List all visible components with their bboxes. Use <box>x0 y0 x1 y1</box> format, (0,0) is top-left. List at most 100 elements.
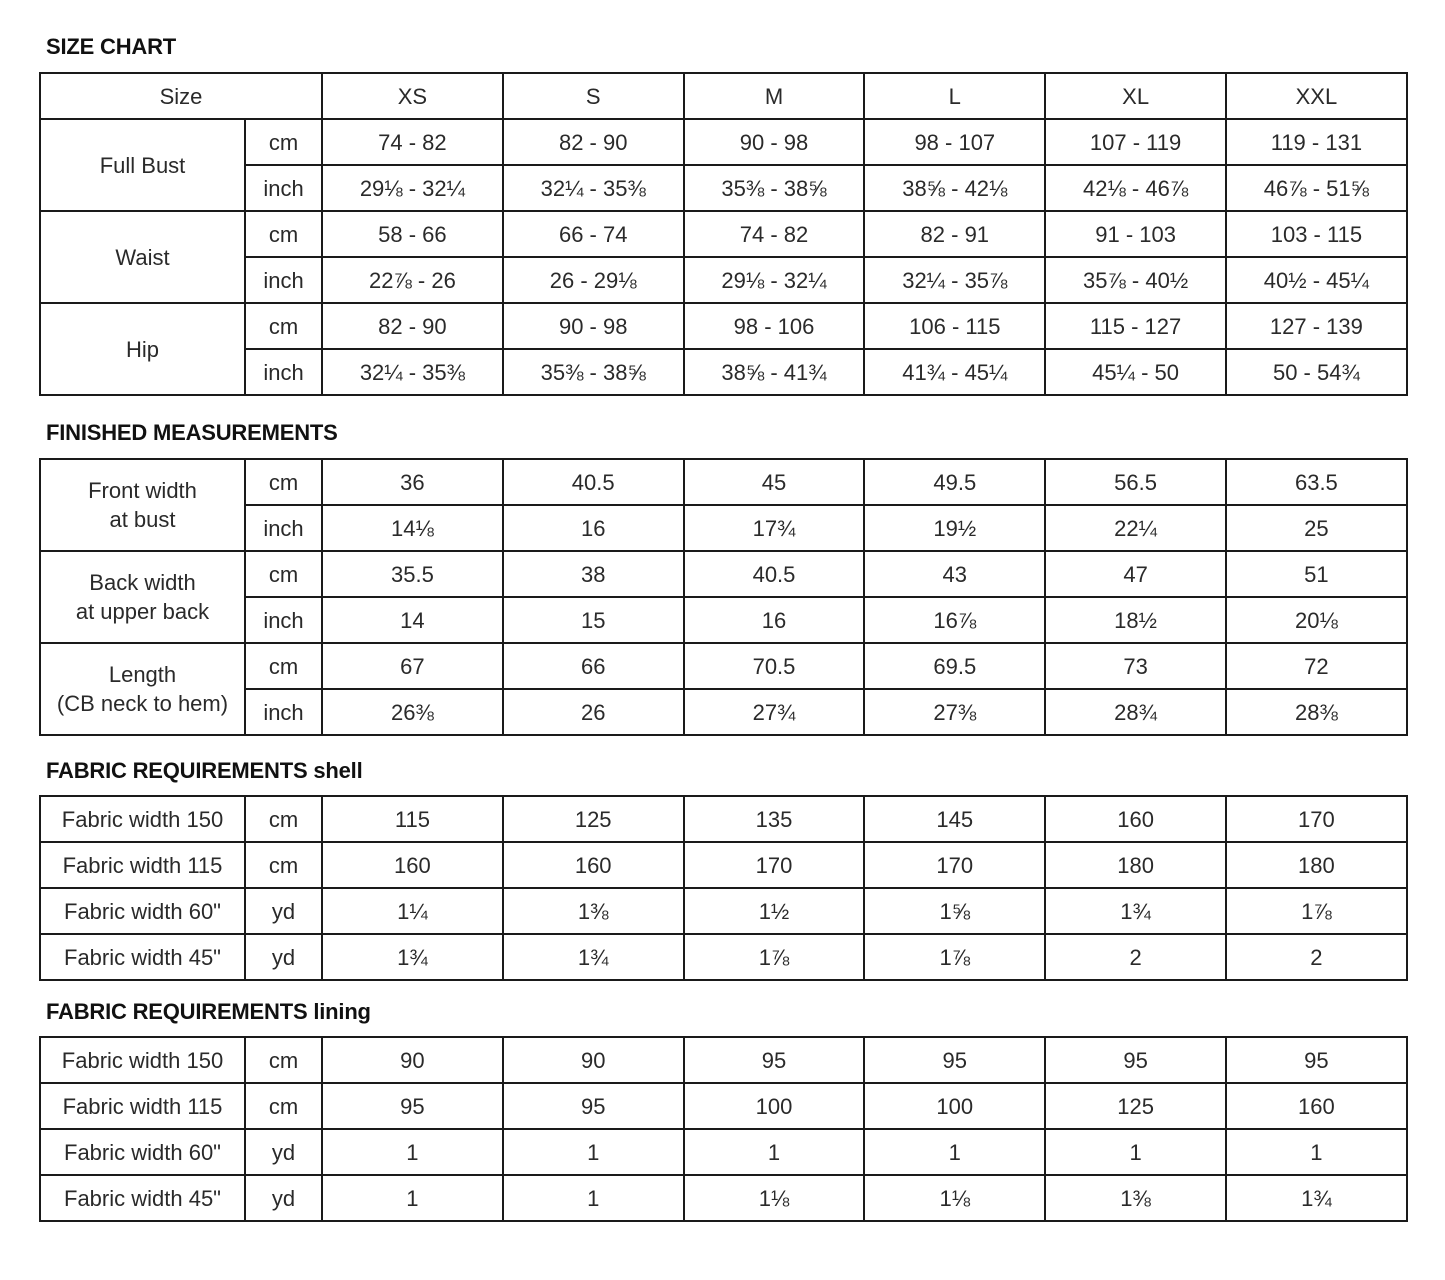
value-cell-l: 32¼ - 35⅞ <box>863 256 1047 304</box>
table-row: Fabric width 115 cm 160 160 170 170 180 180 <box>39 841 1408 889</box>
value-cell-xl: 22¼ <box>1044 504 1227 552</box>
row-label: Fabric width 115 <box>39 1082 246 1130</box>
value-cell-xxl: 103 - 115 <box>1225 210 1408 258</box>
section-title-finished-measurements: FINISHED MEASUREMENTS <box>46 420 338 445</box>
value-cell-xs: 14⅛ <box>321 504 504 552</box>
value-cell-xxl: 1 <box>1224 1128 1408 1176</box>
row-label: Hip <box>39 302 246 396</box>
value-cell-xxl: 95 <box>1224 1036 1408 1084</box>
fabric-requirements-lining-table: Fabric width 150 cm 90 90 95 95 95 95 Fabric wid… <box>39 1036 1408 1222</box>
value-cell-m: 170 <box>682 841 866 889</box>
section-title-size-chart: SIZE CHART <box>46 34 177 59</box>
table-row: inch 29⅛ - 32¼ 32¼ - 35⅜ 35⅜ - 38⅝ 38⅝ - 42⅛… <box>40 164 1408 212</box>
value-cell-s: 66 - 74 <box>501 210 685 258</box>
value-cell-m: 27¾ <box>682 688 866 736</box>
value-cell-s: 125 <box>501 795 685 843</box>
unit-cell: cm <box>244 1082 323 1130</box>
table-row: inch 14⅛ 16 17¾ 19½ 22¼ 25 <box>40 504 1408 552</box>
value-cell-xs: 95 <box>321 1082 504 1130</box>
finished-measurements-table: Front width at bust cm 36 40.5 45 49.5 56.5 63.… <box>39 458 1408 736</box>
value-cell-xxl: 28⅜ <box>1224 688 1408 736</box>
value-cell-xl: 160 <box>1044 795 1227 843</box>
value-cell-xl: 2 <box>1044 933 1227 981</box>
table-row: Hip cm 82 - 90 90 - 98 98 - 106 106 - 115 115 … <box>39 302 1408 396</box>
value-cell-xl: 28¾ <box>1044 688 1227 736</box>
value-cell-l: 82 - 91 <box>863 210 1047 258</box>
value-cell-l: 98 - 107 <box>863 118 1047 166</box>
unit-cell: yd <box>244 933 323 981</box>
value-cell-xl: 1¾ <box>1044 887 1227 935</box>
value-cell-xxl: 119 - 131 <box>1225 118 1408 166</box>
value-cell-l: 106 - 115 <box>863 302 1047 350</box>
value-cell-l: 49.5 <box>863 458 1047 506</box>
value-cell-xxl: 50 - 54¾ <box>1225 348 1408 396</box>
table-row: Fabric width 150 cm 90 90 95 95 95 95 <box>39 1036 1408 1084</box>
value-cell-xxl: 1¾ <box>1224 1174 1408 1222</box>
size-header-xl: XL <box>1044 72 1227 120</box>
value-cell-xs: 90 <box>321 1036 504 1084</box>
value-cell-l: 95 <box>863 1036 1047 1084</box>
value-cell-xxl: 25 <box>1224 504 1408 552</box>
value-cell-l: 100 <box>863 1082 1047 1130</box>
value-cell-m: 17¾ <box>682 504 866 552</box>
value-cell-l: 1⅛ <box>863 1174 1047 1222</box>
value-cell-xs: 1¾ <box>321 933 504 981</box>
value-cell-m: 29⅛ - 32¼ <box>682 256 866 304</box>
value-cell-s: 95 <box>501 1082 685 1130</box>
unit-cell: cm <box>244 550 323 598</box>
value-cell-xl: 35⅞ - 40½ <box>1044 256 1227 304</box>
value-cell-s: 90 - 98 <box>501 302 685 350</box>
table-row: Fabric width 115 cm 95 95 100 100 125 160 <box>39 1082 1408 1130</box>
size-header-xs: XS <box>321 72 504 120</box>
value-cell-l: 69.5 <box>863 642 1047 690</box>
value-cell-s: 16 <box>501 504 685 552</box>
value-cell-l: 1⅝ <box>863 887 1047 935</box>
table-row: Fabric width 150 cm 115 125 135 145 160 170 <box>39 795 1408 843</box>
unit-cell: cm <box>244 795 323 843</box>
value-cell-xs: 14 <box>321 596 504 644</box>
value-cell-m: 100 <box>682 1082 866 1130</box>
value-cell-s: 40.5 <box>501 458 685 506</box>
value-cell-xl: 73 <box>1044 642 1227 690</box>
value-cell-s: 66 <box>501 642 685 690</box>
unit-cell: cm <box>243 302 324 350</box>
value-cell-m: 40.5 <box>682 550 866 598</box>
value-cell-xxl: 46⅞ - 51⅝ <box>1225 164 1408 212</box>
value-cell-m: 1⅛ <box>682 1174 866 1222</box>
value-cell-xl: 107 - 119 <box>1044 118 1227 166</box>
unit-cell: inch <box>243 164 324 212</box>
value-cell-m: 95 <box>682 1036 866 1084</box>
size-header-s: S <box>501 72 685 120</box>
value-cell-m: 90 - 98 <box>682 118 866 166</box>
value-cell-l: 170 <box>863 841 1047 889</box>
unit-cell: cm <box>243 118 324 166</box>
value-cell-xs: 36 <box>321 458 504 506</box>
unit-cell: cm <box>244 1036 323 1084</box>
value-cell-xl: 45¼ - 50 <box>1044 348 1227 396</box>
value-cell-xxl: 72 <box>1224 642 1408 690</box>
fabric-requirements-shell-table: Fabric width 150 cm 115 125 135 145 160 170 Fabr… <box>39 795 1408 981</box>
value-cell-l: 27⅜ <box>863 688 1047 736</box>
table-row: inch 26⅜ 26 27¾ 27⅜ 28¾ 28⅜ <box>40 688 1408 736</box>
table-row: Fabric width 45" yd 1¾ 1¾ 1⅞ 1⅞ 2 2 <box>39 933 1408 981</box>
table-row: Length (CB neck to hem) cm 67 66 70.5 69.5 73 7… <box>39 642 1408 736</box>
unit-cell: inch <box>243 256 324 304</box>
row-label: Fabric width 60" <box>39 887 246 935</box>
header-row: Size XS S M L XL XXL <box>38 72 1408 120</box>
value-cell-xs: 74 - 82 <box>321 118 504 166</box>
value-cell-xxl: 20⅛ <box>1224 596 1408 644</box>
unit-cell: cm <box>244 841 323 889</box>
value-cell-l: 1⅞ <box>863 933 1047 981</box>
value-cell-s: 1⅜ <box>501 887 685 935</box>
value-cell-xxl: 2 <box>1224 933 1408 981</box>
value-cell-xs: 1 <box>321 1174 504 1222</box>
value-cell-xs: 1¼ <box>321 887 504 935</box>
value-cell-m: 74 - 82 <box>682 210 866 258</box>
table-row: Fabric width 45" yd 1 1 1⅛ 1⅛ 1⅜ 1¾ <box>39 1174 1408 1222</box>
table-row: Full Bust cm 74 - 82 82 - 90 90 - 98 98 - 107… <box>39 118 1408 212</box>
value-cell-m: 1⅞ <box>682 933 866 981</box>
table-row: Front width at bust cm 36 40.5 45 49.5 56.5 63.… <box>39 458 1408 552</box>
value-cell-s: 1¾ <box>501 933 685 981</box>
value-cell-xxl: 51 <box>1224 550 1408 598</box>
value-cell-s: 1 <box>501 1128 685 1176</box>
